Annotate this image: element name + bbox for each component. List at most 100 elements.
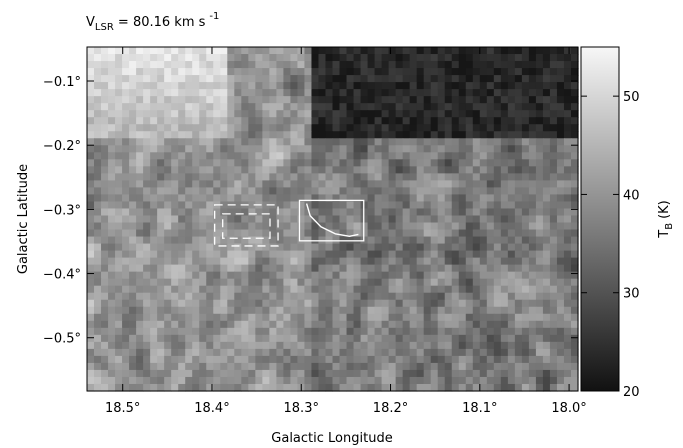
heatmap-cell [185,215,193,224]
heatmap-cell [570,313,579,322]
heatmap-cell [479,264,488,273]
heatmap-cell [297,264,306,273]
heatmap-cell [528,257,537,266]
heatmap-cell [108,243,116,252]
heatmap-cell [234,47,242,55]
heatmap-cell [311,306,320,315]
heatmap-cell [227,159,235,167]
heatmap-cell [549,159,558,167]
heatmap-cell [241,82,249,90]
heatmap-cell [227,103,235,111]
heatmap-cell [206,187,214,196]
heatmap-cell [528,362,537,371]
dashed-inner-box [222,213,271,239]
heatmap-cell [129,334,137,343]
heatmap-cell [157,222,165,231]
heatmap-cell [486,68,495,76]
heatmap-cell [199,376,207,385]
heatmap-cell [192,355,200,364]
heatmap-cell [430,355,439,364]
heatmap-cell [458,264,467,273]
heatmap-cell [367,89,376,97]
heatmap-cell [101,299,109,308]
heatmap-cell [563,264,572,273]
heatmap-cell [325,82,334,90]
heatmap-cell [563,173,572,181]
heatmap-cell [402,145,411,153]
heatmap-cell [388,292,397,301]
heatmap-cell [353,222,362,231]
heatmap-cell [192,236,200,245]
heatmap-cell [493,264,502,273]
heatmap-cell [304,229,313,238]
heatmap-cell [479,117,488,125]
heatmap-cell [283,208,292,217]
heatmap-cell [514,124,523,132]
heatmap-cell [311,313,320,322]
heatmap-cell [241,187,249,196]
heatmap-cell [143,306,151,315]
heatmap-cell [528,313,537,322]
heatmap-cell [535,61,544,69]
heatmap-cell [206,152,214,160]
heatmap-cell [374,222,383,231]
heatmap-cell [444,369,453,378]
heatmap-cell [262,187,270,196]
heatmap-cell [101,194,109,203]
heatmap-cell [213,229,221,238]
heatmap-cell [374,229,383,238]
heatmap-cell [535,264,544,273]
heatmap-cell [402,138,411,146]
heatmap-cell [409,320,418,329]
heatmap-cell [451,124,460,132]
heatmap-cell [353,383,362,392]
heatmap-cell [157,369,165,378]
heatmap-cell [122,96,130,104]
heatmap-cell [556,173,565,181]
heatmap-cell [115,103,123,111]
heatmap-cell [437,166,446,174]
heatmap-cell [108,75,116,83]
heatmap-cell [535,47,544,55]
heatmap-cell [192,313,200,322]
heatmap-cell [248,236,256,245]
heatmap-cell [360,257,369,266]
heatmap-cell [465,348,474,357]
heatmap-cell [276,96,284,104]
heatmap-cell [528,208,537,217]
heatmap-cell [430,376,439,385]
heatmap-cell [360,145,369,153]
heatmap-cell [269,180,277,189]
heatmap-cell [339,208,348,217]
heatmap-cell [493,383,502,392]
heatmap-cell [563,271,572,280]
heatmap-cell [255,117,263,125]
heatmap-cell [115,264,123,273]
heatmap-cell [500,348,509,357]
heatmap-cell [570,222,579,231]
heatmap-cell [339,131,348,139]
heatmap-cell [248,341,256,350]
heatmap-cell [318,369,327,378]
heatmap-cell [185,376,193,385]
heatmap-cell [423,173,432,181]
heatmap-cell [297,173,306,181]
heatmap-cell [87,201,95,210]
heatmap-cell [451,110,460,118]
heatmap-cell [94,327,102,336]
heatmap-cell [500,313,509,322]
heatmap-cell [136,152,144,160]
heatmap-cell [388,271,397,280]
heatmap-cell [150,75,158,83]
heatmap-cell [220,341,228,350]
heatmap-cell [178,96,186,104]
heatmap-cell [451,159,460,167]
heatmap-cell [430,117,439,125]
heatmap-cell [535,313,544,322]
heatmap-cell [381,285,390,294]
heatmap-cell [283,173,292,181]
heatmap-cell [276,362,284,371]
heatmap-cell [381,173,390,181]
heatmap-cell [283,96,292,104]
heatmap-cell [360,173,369,181]
